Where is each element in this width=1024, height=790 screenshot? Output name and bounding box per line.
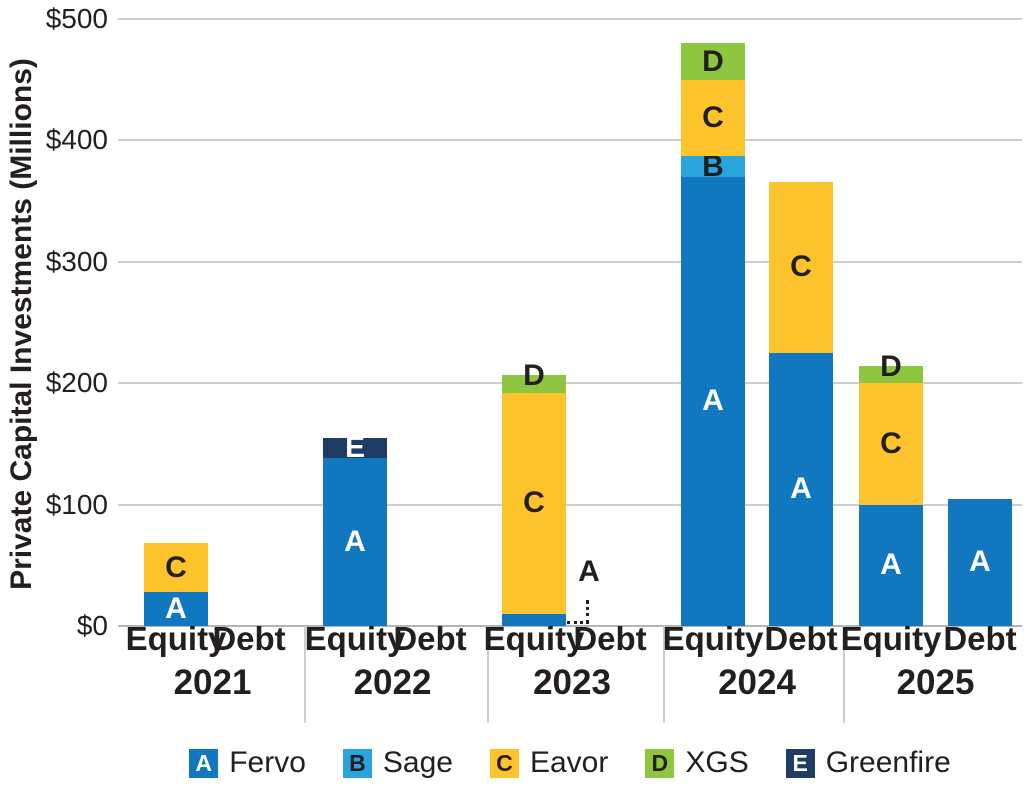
x-year-2023: 2023 [533, 663, 611, 702]
legend-label-xgs: XGS [685, 746, 749, 779]
legend-item-eavor: C Eavor [489, 746, 609, 779]
legend-chip-E: E [785, 748, 815, 778]
segment-label-E: E [344, 431, 365, 465]
group-separator-2 [663, 626, 665, 723]
callout-leader-line [567, 600, 589, 624]
y-tick-200: $200 [45, 367, 108, 399]
bar-segment-2021-equity-A: A [144, 592, 208, 626]
bar-segment-2024-debt-C: C [769, 181, 833, 353]
gridline-500 [118, 18, 1022, 20]
segment-label-A: A [790, 472, 812, 506]
bar-segment-2025-equity-A: A [859, 504, 923, 626]
bar-segment-2024-equity-A: A [681, 176, 745, 626]
segment-label-C: C [702, 100, 724, 134]
x-label-2023-equity: Equity [483, 620, 585, 657]
segment-label-D: D [880, 350, 902, 384]
legend-chip-D: D [645, 748, 675, 778]
gridline-0 [118, 625, 1022, 627]
x-label-2021-equity: Equity [125, 620, 227, 657]
segment-label-A: A [702, 384, 724, 418]
segment-label-C: C [523, 486, 545, 520]
legend-chip-C: C [489, 748, 519, 778]
x-year-2022: 2022 [353, 663, 432, 702]
segment-label-A: A [165, 592, 187, 625]
legend-item-xgs: D XGS [645, 746, 749, 779]
segment-label-A: A [344, 525, 366, 559]
gridline-200 [118, 382, 1022, 385]
legend: A Fervo B Sage C Eavor D XGS E Greenfire [118, 748, 1022, 778]
legend-label-greenfire: Greenfire [825, 746, 951, 779]
x-label-2024-equity: Equity [662, 620, 764, 657]
callout-label-A: A [578, 555, 600, 588]
x-label-2025-equity: Equity [840, 620, 942, 657]
x-label-2021-debt: Debt [212, 620, 286, 657]
bar-segment-2023-equity-C: C [502, 392, 566, 614]
bar-segment-2022-equity-E: E [323, 433, 387, 463]
segment-label-C: C [165, 550, 187, 584]
legend-item-sage: B Sage [342, 746, 453, 779]
gridline-400 [118, 139, 1022, 142]
y-tick-100: $100 [45, 488, 108, 520]
bar-segment-2025-debt-A: A [948, 498, 1012, 626]
y-tick-0: $0 [76, 610, 108, 641]
x-label-2025-debt: Debt [943, 620, 1017, 657]
segment-label-A: A [880, 548, 902, 582]
x-year-2025: 2025 [896, 663, 975, 702]
legend-label-fervo: Fervo [229, 746, 306, 779]
bar-segment-2025-equity-D: D [859, 352, 923, 384]
segment-label-C: C [790, 250, 812, 284]
bar-segment-2021-equity-C: C [144, 543, 208, 593]
x-year-2024: 2024 [718, 663, 796, 702]
bar-segment-2022-equity-A: A [323, 458, 387, 626]
bar-segment-2023-equity-D: D [502, 360, 566, 393]
bar-segment-2023-equity-A [502, 613, 566, 626]
y-tick-300: $300 [45, 245, 108, 277]
bar-segment-2024-equity-D: D [681, 43, 745, 80]
legend-item-greenfire: E Greenfire [785, 746, 951, 779]
group-separator-1 [487, 626, 489, 723]
x-label-2024-debt: Debt [764, 620, 838, 657]
x-label-2022-equity: Equity [304, 620, 406, 657]
bar-segment-2024-equity-C: C [681, 79, 745, 157]
x-label-2023-debt: Debt [573, 620, 647, 657]
legend-item-fervo: A Fervo [189, 748, 306, 778]
group-separator-0 [304, 626, 306, 723]
y-tick-500: $500 [45, 3, 108, 34]
gridline-100 [118, 503, 1022, 506]
x-label-2022-debt: Debt [393, 620, 467, 657]
segment-label-D: D [702, 44, 724, 78]
legend-chip-B: B [342, 748, 372, 778]
segment-label-A: A [969, 545, 991, 579]
legend-label-sage: Sage [382, 746, 453, 779]
segment-label-C: C [880, 426, 902, 460]
segment-label-B: B [702, 149, 724, 183]
segment-label-D: D [523, 358, 545, 392]
legend-chip-A: A [189, 748, 219, 778]
y-tick-400: $400 [45, 124, 108, 156]
x-year-2021: 2021 [173, 663, 252, 702]
group-separator-3 [843, 626, 845, 723]
legend-label-eavor: Eavor [529, 746, 609, 779]
bar-segment-2024-debt-A: A [769, 352, 833, 626]
bar-segment-2024-equity-B: B [681, 151, 745, 181]
gridline-300 [118, 260, 1022, 263]
bar-segment-2025-equity-C: C [859, 383, 923, 505]
